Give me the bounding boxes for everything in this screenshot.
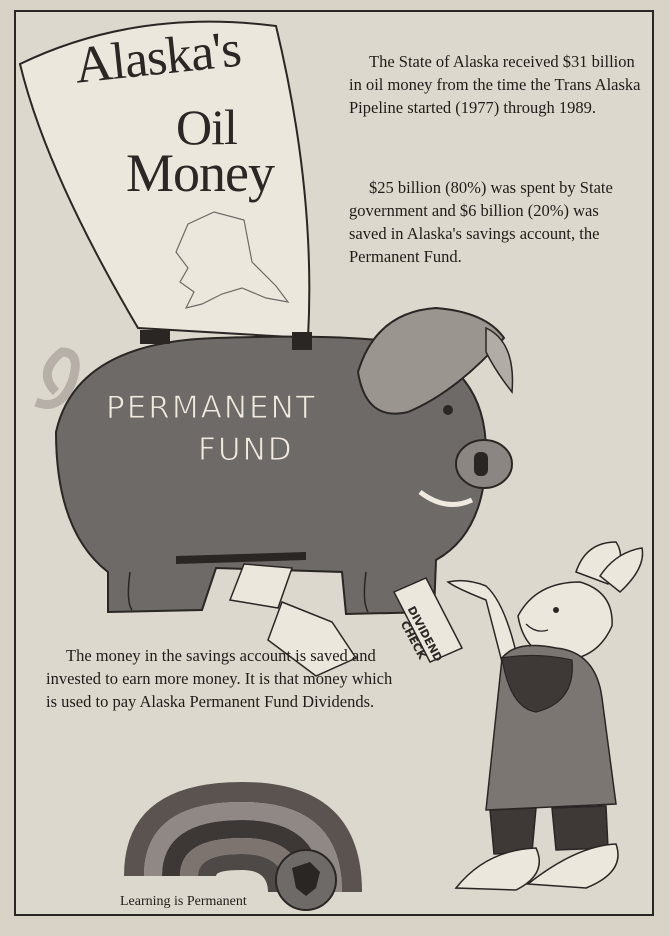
pig-label-permanent: PERMANENT — [106, 390, 317, 427]
banner-paper — [18, 20, 311, 340]
paragraph-dividends: The money in the savings account is save… — [46, 644, 406, 713]
paragraph-text: $25 billion (80%) was spent by State gov… — [349, 178, 613, 266]
alaska-map-icon — [175, 211, 290, 309]
poster: Alaska's Oil Money The State of Alaska r… — [14, 10, 654, 916]
learning-logo — [124, 782, 362, 911]
piggy-bank — [34, 306, 514, 616]
rabbit-character — [446, 541, 644, 891]
banner-title-line2: Oil — [176, 99, 238, 155]
logo-caption: Learning is Permanent — [120, 894, 247, 909]
pig-label-fund: FUND — [198, 432, 294, 469]
illustration — [18, 20, 644, 911]
dividend-check — [392, 577, 464, 663]
paragraph-text: The money in the savings account is save… — [46, 646, 393, 711]
paragraph-spent-saved: $25 billion (80%) was spent by State gov… — [349, 176, 639, 268]
falling-paper — [228, 563, 294, 609]
banner-title-line3: Money — [126, 143, 275, 203]
paragraph-oil-money: The State of Alaska received $31 billion… — [349, 50, 649, 119]
falling-paper — [267, 601, 358, 677]
paragraph-text: The State of Alaska received $31 billion… — [349, 52, 641, 117]
